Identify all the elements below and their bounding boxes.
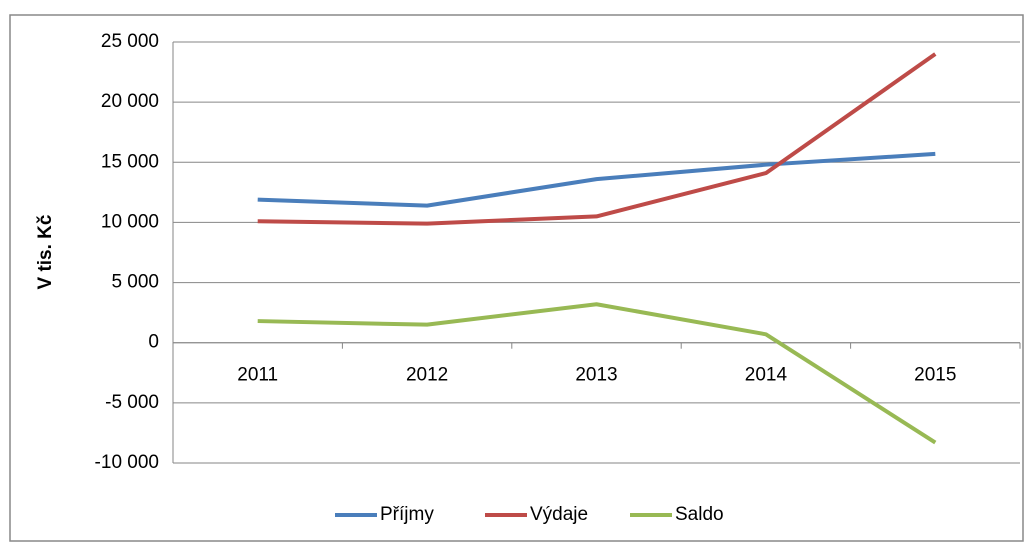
chart-border (9, 14, 1024, 542)
y-tick-label: -10 000 (95, 452, 159, 473)
y-tick-label: 0 (148, 332, 159, 353)
y-tick-label: 20 000 (101, 91, 159, 112)
x-tick-label: 2012 (406, 365, 448, 386)
legend-label: Saldo (675, 504, 724, 525)
x-tick-label: 2015 (914, 365, 956, 386)
series-line (257, 151, 936, 208)
y-tick-label: 5 000 (111, 272, 159, 293)
legend-label: Výdaje (530, 504, 588, 525)
y-tick-label: 10 000 (101, 211, 159, 232)
y-tick-label: 15 000 (101, 151, 159, 172)
series-line (257, 302, 937, 445)
y-tick-label: -5 000 (105, 392, 159, 413)
legend-label: Příjmy (380, 504, 434, 525)
y-axis-label: V tis. Kč (35, 214, 56, 289)
x-tick-label: 2011 (237, 365, 278, 386)
series-line (257, 52, 937, 226)
x-tick-label: 2013 (575, 365, 617, 386)
x-tick-label: 2014 (745, 365, 788, 386)
y-tick-label: 25 000 (101, 31, 159, 52)
